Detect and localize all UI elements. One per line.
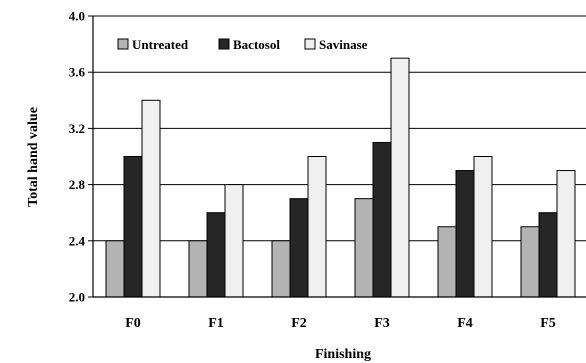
y-tick-label: 3.2 <box>69 121 85 136</box>
y-axis-title: Total hand value <box>26 107 41 207</box>
legend-label-savinase: Savinase <box>319 37 368 52</box>
x-tick-label: F3 <box>374 316 390 331</box>
bar-untreated-f0 <box>105 240 125 298</box>
legend-label-untreated: Untreated <box>132 37 189 52</box>
y-tick-label: 2.0 <box>69 290 85 305</box>
legend-swatch-bactosol <box>218 38 230 50</box>
bar-bactosol-f5 <box>538 212 558 298</box>
legend-swatch-untreated <box>117 38 129 50</box>
bar-savinase-f0 <box>141 99 161 298</box>
x-axis-title: Finishing <box>315 347 371 362</box>
x-tick-label: F2 <box>291 316 307 331</box>
bar-savinase-f5 <box>556 170 576 298</box>
bar-bactosol-f0 <box>123 156 143 298</box>
bar-savinase-f3 <box>390 57 410 298</box>
bar-bactosol-f3 <box>372 141 392 298</box>
bar-untreated-f4 <box>437 226 457 298</box>
legend-swatch-savinase <box>304 38 316 50</box>
y-tick-labels: 2.0 2.4 2.8 3.2 3.6 4.0 <box>69 9 86 305</box>
x-tick-label: F1 <box>208 316 224 331</box>
y-tick-label: 3.6 <box>69 65 86 80</box>
bar-untreated-f1 <box>188 240 208 298</box>
x-tick-labels: F0 F1 F2 F3 F4 F5 <box>125 316 556 331</box>
y-tick-label: 2.4 <box>69 233 86 248</box>
bar-savinase-f1 <box>224 184 244 298</box>
x-tick-label: F5 <box>540 316 556 331</box>
axes <box>92 16 586 298</box>
bar-bactosol-f2 <box>289 198 309 298</box>
bar-savinase-f2 <box>307 156 327 298</box>
bar-savinase-f4 <box>473 156 493 298</box>
bar-bactosol-f1 <box>206 212 226 298</box>
x-tick-label: F0 <box>125 316 141 331</box>
y-tick-label: 4.0 <box>69 9 85 24</box>
x-tick-label: F4 <box>457 316 473 331</box>
y-tick-label: 2.8 <box>69 177 86 192</box>
gridlines <box>88 15 586 298</box>
legend-label-bactosol: Bactosol <box>233 37 280 52</box>
bars <box>105 57 576 298</box>
bar-untreated-f5 <box>520 226 540 298</box>
bar-untreated-f3 <box>354 198 374 298</box>
bar-bactosol-f4 <box>455 170 475 298</box>
bar-untreated-f2 <box>271 240 291 298</box>
legend: Untreated Bactosol Savinase <box>117 37 368 52</box>
